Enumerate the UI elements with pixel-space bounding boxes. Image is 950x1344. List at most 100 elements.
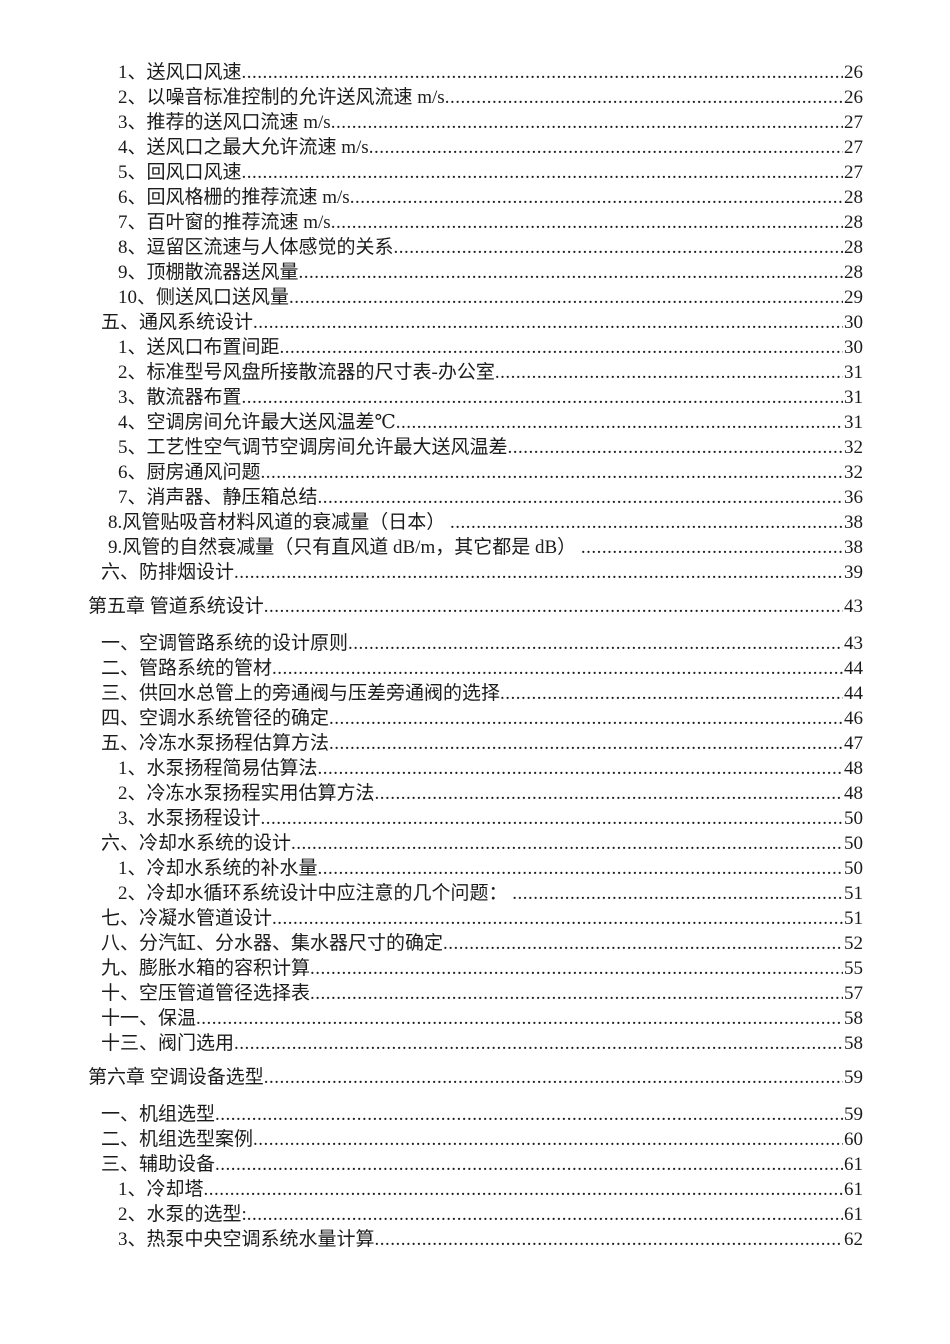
dot-leader <box>318 485 843 510</box>
toc-entry-title: 二、管路系统的管材 <box>101 658 273 679</box>
toc-chapter-entry[interactable]: 第五章 管道系统设计 43 <box>88 594 863 619</box>
dot-leader <box>272 906 843 931</box>
toc-entry-title: 三、供回水总管上的旁通阀与压差旁通阀的选择 <box>101 683 501 704</box>
dot-leader <box>450 510 843 535</box>
toc-entry-title: 1、水泵扬程简易估算法 <box>118 758 318 779</box>
dot-leader <box>242 160 843 185</box>
toc-entry-title: 1、送风口风速 <box>118 62 242 83</box>
toc-entry[interactable]: 6、回风格栅的推荐流速 m/s 28 <box>88 185 863 210</box>
toc-entry[interactable]: 七、冷凝水管道设计 51 <box>88 906 863 931</box>
toc-entry[interactable]: 五、通风系统设计 30 <box>88 310 863 335</box>
toc-entry[interactable]: 1、水泵扬程简易估算法 48 <box>88 756 863 781</box>
toc-entry-page: 28 <box>844 237 863 258</box>
toc-entry-title: 五、通风系统设计 <box>101 312 254 333</box>
toc-entry-title: 十一、保温 <box>101 1008 197 1029</box>
toc-entry-page: 46 <box>844 708 863 729</box>
toc-entry-title: 2、标准型号风盘所接散流器的尺寸表-办公室 <box>118 362 495 383</box>
toc-entry[interactable]: 10、侧送风口送风量 29 <box>88 285 863 310</box>
toc-entry-title: 八、分汽缸、分水器、集水器尺寸的确定 <box>101 933 444 954</box>
toc-entry-title: 6、回风格栅的推荐流速 m/s <box>118 187 350 208</box>
toc-entry[interactable]: 十三、阀门选用 58 <box>88 1031 863 1056</box>
toc-entry[interactable]: 4、送风口之最大允许流速 m/s 27 <box>88 135 863 160</box>
toc-entry[interactable]: 五、冷冻水泵扬程估算方法 47 <box>88 731 863 756</box>
toc-entry-title: 5、工艺性空气调节空调房间允许最大送风温差 <box>118 437 508 458</box>
toc-entry[interactable]: 5、工艺性空气调节空调房间允许最大送风温差 32 <box>88 435 863 460</box>
toc-entry[interactable]: 2、标准型号风盘所接散流器的尺寸表-办公室 31 <box>88 360 863 385</box>
toc-chapter-entry[interactable]: 第六章 空调设备选型 59 <box>88 1065 863 1090</box>
toc-entry[interactable]: 3、推荐的送风口流速 m/s 27 <box>88 110 863 135</box>
toc-entry-title: 3、热泵中央空调系统水量计算 <box>118 1229 375 1250</box>
toc-entry-page: 58 <box>844 1008 863 1029</box>
toc-entry[interactable]: 7、消声器、静压箱总结 36 <box>88 485 863 510</box>
toc-entry-page: 61 <box>844 1154 863 1175</box>
toc-entry-page: 55 <box>844 958 863 979</box>
toc-entry[interactable]: 一、机组选型 59 <box>88 1102 863 1127</box>
toc-entry[interactable]: 十一、保温 58 <box>88 1006 863 1031</box>
toc-entry-page: 31 <box>844 362 863 383</box>
toc-entry[interactable]: 6、厨房通风问题 32 <box>88 460 863 485</box>
dot-leader <box>375 1227 843 1252</box>
toc-entry[interactable]: 2、冷却水循环系统设计中应注意的几个问题： 51 <box>88 881 863 906</box>
toc-entry[interactable]: 1、冷却水系统的补水量 50 <box>88 856 863 881</box>
toc-entry-title: 一、空调管路系统的设计原则 <box>101 633 349 654</box>
toc-entry-title: 5、回风口风速 <box>118 162 242 183</box>
toc-entry[interactable]: 二、机组选型案例 60 <box>88 1127 863 1152</box>
dot-leader <box>280 335 843 360</box>
toc-entry[interactable]: 六、防排烟设计 39 <box>88 560 863 585</box>
toc-entry-page: 51 <box>844 883 863 904</box>
toc-entry-title: 7、消声器、静压箱总结 <box>118 487 318 508</box>
toc-entry-page: 44 <box>844 658 863 679</box>
toc-entry-title: 1、送风口布置间距 <box>118 337 280 358</box>
toc-entry-page: 48 <box>844 758 863 779</box>
toc-entry[interactable]: 1、送风口风速 26 <box>88 60 863 85</box>
dot-leader <box>394 235 843 260</box>
toc-entry[interactable]: 三、辅助设备 61 <box>88 1152 863 1177</box>
toc-entry-page: 31 <box>844 387 863 408</box>
toc-entry-title: 8.风管贴吸音材料风道的衰减量（日本） <box>108 512 451 533</box>
dot-leader <box>369 135 843 160</box>
dot-leader <box>396 410 843 435</box>
toc-entry-title: 4、送风口之最大允许流速 m/s <box>118 137 369 158</box>
toc-entry[interactable]: 一、空调管路系统的设计原则 43 <box>88 631 863 656</box>
toc-entry[interactable]: 9、顶棚散流器送风量 28 <box>88 260 863 285</box>
toc-entry[interactable]: 1、冷却塔 61 <box>88 1177 863 1202</box>
toc-entry[interactable]: 4、空调房间允许最大送风温差℃ 31 <box>88 410 863 435</box>
toc-entry[interactable]: 5、回风口风速 27 <box>88 160 863 185</box>
toc-entry[interactable]: 三、供回水总管上的旁通阀与压差旁通阀的选择 44 <box>88 681 863 706</box>
toc-entry[interactable]: 八、分汽缸、分水器、集水器尺寸的确定 52 <box>88 931 863 956</box>
dot-leader <box>215 1102 843 1127</box>
toc-entry[interactable]: 1、送风口布置间距 30 <box>88 335 863 360</box>
toc-entry[interactable]: 3、热泵中央空调系统水量计算 62 <box>88 1227 863 1252</box>
toc-entry-page: 28 <box>844 187 863 208</box>
toc-entry[interactable]: 2、以噪音标准控制的允许送风流速 m/s 26 <box>88 85 863 110</box>
toc-entry[interactable]: 3、散流器布置 31 <box>88 385 863 410</box>
dot-leader <box>247 1202 843 1227</box>
toc-entry-title: 十三、阀门选用 <box>101 1033 235 1054</box>
toc-entry[interactable]: 2、冷冻水泵扬程实用估算方法 48 <box>88 781 863 806</box>
toc-entry-page: 38 <box>844 512 863 533</box>
toc-entry-title: 六、冷却水系统的设计 <box>101 833 292 854</box>
toc-entry-page: 50 <box>844 808 863 829</box>
toc-entry[interactable]: 7、百叶窗的推荐流速 m/s 28 <box>88 210 863 235</box>
dot-leader <box>331 110 843 135</box>
toc-entry-page: 28 <box>844 212 863 233</box>
toc-entry-title: 第六章 空调设备选型 <box>88 1067 264 1088</box>
toc-entry[interactable]: 2、水泵的选型: 61 <box>88 1202 863 1227</box>
toc-entry[interactable]: 十、空压管道管径选择表 57 <box>88 981 863 1006</box>
toc-entry-title: 第五章 管道系统设计 <box>88 596 264 617</box>
toc-entry-page: 26 <box>844 62 863 83</box>
toc-entry[interactable]: 四、空调水系统管径的确定 46 <box>88 706 863 731</box>
toc-entry[interactable]: 六、冷却水系统的设计 50 <box>88 831 863 856</box>
toc-entry[interactable]: 8.风管贴吸音材料风道的衰减量（日本） 38 <box>88 510 863 535</box>
toc-entry[interactable]: 3、水泵扬程设计 50 <box>88 806 863 831</box>
dot-leader <box>348 631 843 656</box>
toc-entry-page: 57 <box>844 983 863 1004</box>
toc-entry-title: 2、以噪音标准控制的允许送风流速 m/s <box>118 87 445 108</box>
toc-entry[interactable]: 九、膨胀水箱的容积计算 55 <box>88 956 863 981</box>
toc-entry[interactable]: 二、管路系统的管材 44 <box>88 656 863 681</box>
toc-entry[interactable]: 8、逗留区流速与人体感觉的关系 28 <box>88 235 863 260</box>
dot-leader <box>310 981 843 1006</box>
toc-entry-page: 58 <box>844 1033 863 1054</box>
dot-leader <box>299 260 843 285</box>
toc-entry[interactable]: 9.风管的自然衰减量（只有直风道 dB/m，其它都是 dB） 38 <box>88 535 863 560</box>
